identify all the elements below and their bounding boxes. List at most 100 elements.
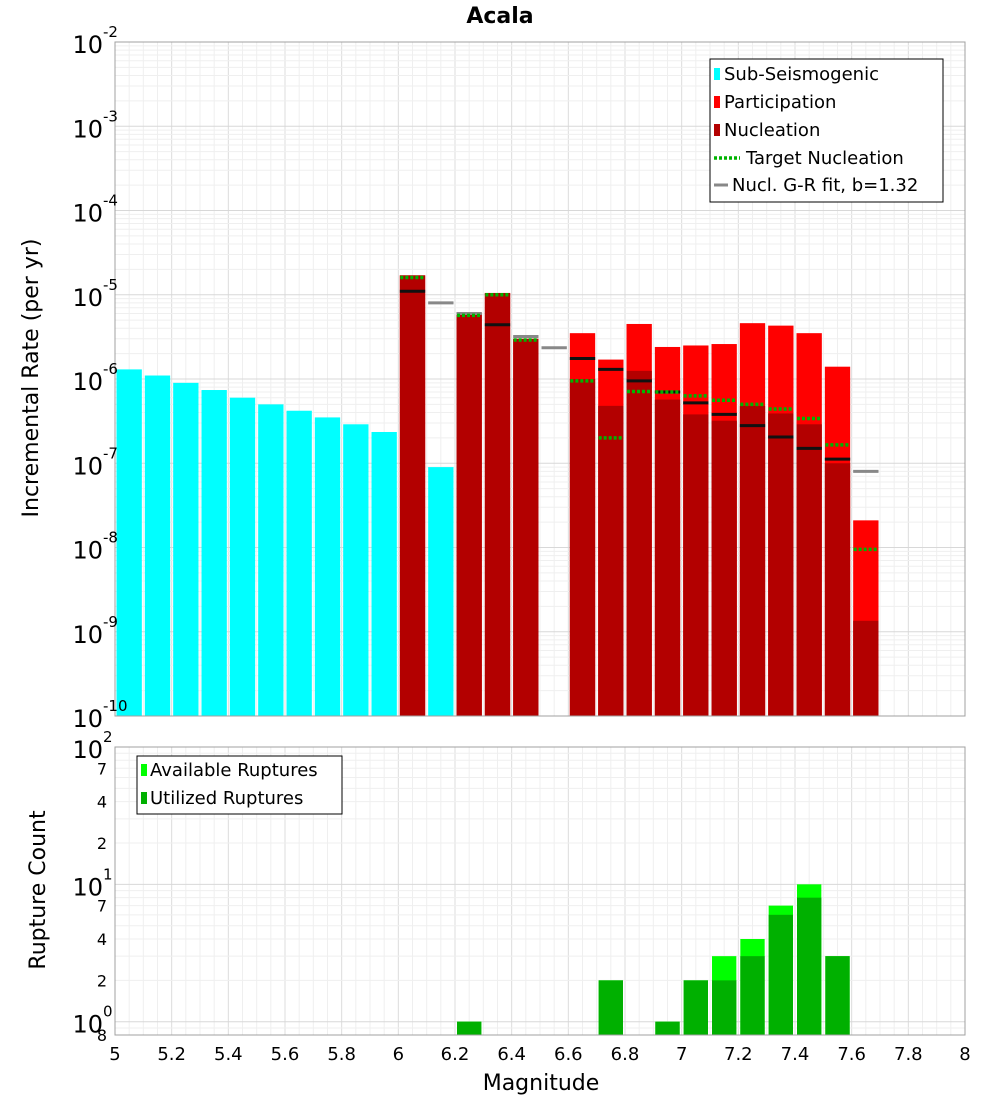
top-y-tick-exp: -10 (103, 697, 128, 715)
nucleation-bar (513, 338, 539, 716)
x-tick-label: 6 (393, 1044, 404, 1065)
utilized-ruptures-bar (768, 914, 793, 1035)
sub-seismogenic-bar (371, 431, 397, 716)
bottom-y-tick-base: 10 (72, 736, 103, 764)
legend-participation-swatch (714, 96, 720, 108)
top-y-tick-base: 10 (72, 621, 103, 649)
top-y-tick-exp: -2 (103, 23, 118, 41)
top-y-axis-label: Incremental Rate (per yr) (19, 239, 44, 518)
legend-target-nucleation: Target Nucleation (714, 148, 904, 169)
top-y-tick: 10 -10 (72, 697, 127, 733)
bottom-legend-box (136, 755, 343, 815)
top-y-tick-exp: -6 (103, 360, 118, 378)
x-tick-label: 6.2 (441, 1044, 470, 1065)
nucleation-bar (626, 370, 652, 716)
utilized-ruptures-bar (740, 956, 765, 1035)
bottom-y-tick-exp: 0 (103, 1003, 113, 1021)
sub-seismogenic-bar (428, 467, 454, 716)
legend-utilized-ruptures: Utilized Ruptures (141, 788, 303, 809)
nucleation-series (399, 275, 879, 716)
legend-participation-label: Participation (724, 92, 836, 113)
sub-seismogenic-bar (144, 375, 171, 716)
legend-sub-seismogenic-swatch (714, 68, 720, 80)
utilized-ruptures-bar (598, 980, 623, 1035)
top-y-tick: 10 -2 (72, 23, 118, 59)
nucleation-bar (853, 620, 879, 716)
nucleation-bar (739, 405, 766, 716)
top-y-tick-exp: -9 (103, 613, 118, 631)
bottom-y-tick: 10 0 (72, 1003, 112, 1039)
nucleation-bar (768, 413, 794, 716)
x-tick-label: 5.4 (214, 1044, 243, 1065)
nucleation-bar (796, 424, 822, 716)
bottom-grid (114, 746, 966, 1036)
bottom-y-tick: 10 1 (72, 865, 112, 901)
x-tick-label: 7.4 (781, 1044, 810, 1065)
sub-seismogenic-bar (258, 404, 284, 716)
nucleation-bar (598, 405, 624, 716)
bottom-y-minor-label: 2 (97, 971, 107, 990)
target-nucleation-series (400, 275, 878, 552)
legend-nucleation-label: Nucleation (724, 120, 820, 141)
top-y-tick-exp: -8 (103, 529, 118, 547)
top-y-tick-base: 10 (72, 368, 103, 396)
utilized-ruptures-bar (457, 1021, 482, 1035)
utilized-ruptures-bar (797, 897, 822, 1035)
nucleation-bar (711, 420, 737, 716)
bottom-y-tick-base: 10 (72, 873, 103, 901)
bottom-y-axis-label: Rupture Count (26, 810, 51, 970)
top-y-tick-base: 10 (72, 537, 103, 565)
top-y-tick: 10 -8 (72, 529, 118, 565)
x-tick-label: 6.8 (611, 1044, 640, 1065)
top-y-tick-exp: -3 (103, 107, 118, 125)
nucleation-bar (824, 463, 851, 716)
x-tick-label: 5.2 (157, 1044, 186, 1065)
bottom-y-tick: 10 2 (72, 728, 112, 764)
top-y-tick-base: 10 (72, 31, 103, 59)
x-tick-label: 8 (959, 1044, 970, 1065)
bottom-y-tick-exp: 1 (103, 865, 113, 883)
nucleation-bar (456, 313, 482, 716)
x-tick-label: 7.2 (724, 1044, 753, 1065)
top-y-tick-exp: -7 (103, 444, 118, 462)
sub-seismogenic-bar (286, 410, 312, 716)
bottom-y-minor-label: 4 (97, 930, 107, 949)
bottom-y-minor-label: 2 (97, 834, 107, 853)
x-tick-label: 5.8 (327, 1044, 356, 1065)
legend-utilized-ruptures-swatch (141, 792, 147, 804)
legend-gr-fit-label: Nucl. G-R fit, b=1.32 (732, 175, 918, 196)
utilized-ruptures-series (457, 897, 850, 1035)
legend-utilized-ruptures-label: Utilized Ruptures (150, 788, 303, 809)
nucleation-bar (569, 379, 596, 716)
top-y-tick: 10 -4 (72, 192, 118, 228)
sub-seismogenic-bar (116, 369, 142, 716)
top-y-tick-base: 10 (72, 452, 103, 480)
top-grid (114, 41, 966, 717)
nucleation-bar (654, 399, 681, 716)
utilized-ruptures-bar (683, 980, 708, 1035)
top-y-tick: 10 -9 (72, 613, 118, 649)
top-y-tick: 10 -7 (72, 444, 118, 480)
top-y-tick-exp: -5 (103, 276, 118, 294)
bottom-legend: Available Ruptures Utilized Ruptures (136, 755, 343, 815)
nucleation-bar (484, 292, 511, 716)
top-y-tick: 10 -3 (72, 107, 118, 143)
nucleation-bar (399, 275, 426, 716)
sub-seismogenic-bar (343, 424, 369, 716)
top-y-tick-base: 10 (72, 200, 103, 228)
top-y-tick: 10 -6 (72, 360, 118, 396)
legend-available-ruptures-swatch (141, 764, 147, 776)
x-tick-label: 6.4 (497, 1044, 526, 1065)
sub-seismogenic-bar (314, 417, 341, 716)
x-tick-label: 7.6 (837, 1044, 866, 1065)
x-tick-label: 7 (676, 1044, 687, 1065)
bottom-y-tick-base: 10 (72, 1011, 103, 1039)
x-tick-label: 6.6 (554, 1044, 583, 1065)
sub-seismogenic-bar (229, 397, 256, 716)
x-tick-label: 7.8 (894, 1044, 923, 1065)
bottom-y-tick-exp: 2 (103, 728, 113, 746)
legend-gr-fit: Nucl. G-R fit, b=1.32 (714, 175, 918, 196)
top-y-tick-base: 10 (72, 115, 103, 143)
bottom-y-minor-label: 4 (97, 793, 107, 812)
